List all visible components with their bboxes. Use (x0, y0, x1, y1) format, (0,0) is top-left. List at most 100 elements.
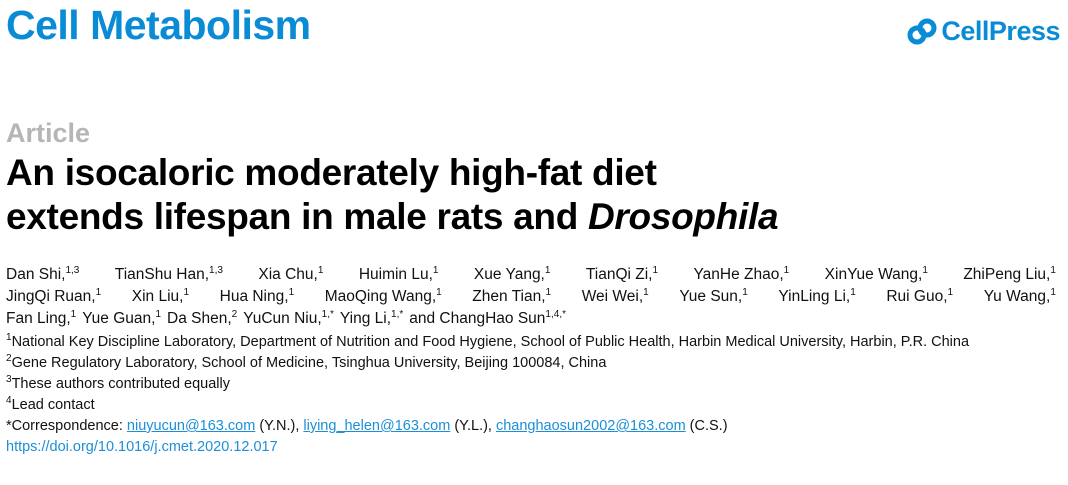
article-type: Article (6, 118, 91, 148)
doi-row: https://doi.org/10.1016/j.cmet.2020.12.0… (6, 437, 1062, 458)
author-name: JingQi Ruan, (6, 288, 96, 305)
author-line: Fan Ling,1 Yue Guan,1 Da Shen,2 YuCun Niu,1… (6, 308, 1056, 330)
author: YanHe Zhao,1 (693, 264, 789, 286)
affiliation: 2Gene Regulatory Laboratory, School of M… (6, 353, 1062, 374)
affiliation-sup: 4 (6, 395, 12, 406)
author-name: TianQi Zi, (585, 266, 653, 283)
author: and ChangHao Sun1,4,* (409, 308, 566, 330)
author: Wei Wei,1 (582, 286, 649, 308)
author-sup: 1 (288, 287, 295, 298)
author-name: YanHe Zhao, (693, 266, 784, 283)
author: Yu Wang,1 (984, 286, 1056, 308)
author: YinLing Li,1 (778, 286, 855, 308)
title-line: extends lifespan in male rats and Drosop… (6, 195, 779, 239)
author: Zhen Tian,1 (472, 286, 551, 308)
author-sup: 1 (317, 265, 324, 276)
doi-link[interactable]: https://doi.org/10.1016/j.cmet.2020.12.0… (6, 439, 278, 455)
author: Xia Chu,1 (258, 264, 323, 286)
author-sup: 1 (436, 287, 442, 298)
affiliation-sup: 1 (6, 332, 12, 343)
author-sup: 1 (70, 309, 77, 320)
author-name: XinYue Wang, (824, 266, 923, 283)
author: Dan Shi,1,3 (6, 264, 79, 286)
author-name: YinLing Li, (778, 288, 851, 305)
author-name: YuCun Niu, (243, 310, 322, 327)
email-initials: (Y.N.), (255, 418, 304, 434)
author: XinYue Wang,1 (825, 264, 928, 286)
author-name: Zhen Tian, (472, 288, 546, 305)
affiliation-text: National Key Discipline Laboratory, Depa… (11, 334, 970, 350)
author-name: Yu Wang, (983, 288, 1051, 305)
author: ZhiPeng Liu,1 (963, 264, 1056, 286)
author-sup: 1,4,* (545, 309, 566, 320)
author-sup: 1 (544, 265, 551, 276)
author: MaoQing Wang,1 (325, 286, 442, 308)
author-name: Xia Chu, (258, 266, 318, 283)
author-sup: 1,3 (65, 265, 80, 276)
author-sup: 1 (783, 265, 790, 276)
publisher-logo: CellPress (907, 16, 1060, 47)
author: Da Shen,2 (167, 308, 237, 330)
author-sup: 1 (95, 287, 102, 298)
author-sup: 1 (545, 287, 552, 298)
affiliation-sup: 3 (6, 374, 12, 385)
author-name: and ChangHao Sun (409, 310, 546, 327)
author-name: Hua Ning, (219, 288, 289, 305)
author-name: Wei Wei, (581, 288, 644, 305)
author: Ying Li,1,* (340, 308, 403, 330)
author: YuCun Niu,1,* (243, 308, 334, 330)
author-line: Dan Shi,1,3 TianShu Han,1,3 Xia Chu,1 Huimi… (6, 264, 1056, 286)
affiliation-text: Gene Regulatory Laboratory, School of Me… (11, 355, 607, 371)
author-name: Da Shen, (167, 310, 232, 327)
author-sup: 1 (850, 287, 856, 298)
author: Hua Ning,1 (220, 286, 295, 308)
affiliation-text: Lead contact (11, 397, 95, 413)
correspondence: *Correspondence: niuyucun@163.com (Y.N.)… (6, 416, 1062, 437)
email-link[interactable]: changhaosun2002@163.com (495, 418, 686, 434)
author-sup: 1 (1050, 265, 1056, 276)
author-name: Xue Yang, (473, 266, 545, 283)
author-name: Fan Ling, (6, 310, 71, 327)
author-sup: 1,3 (209, 265, 223, 276)
author: Huimin Lu,1 (359, 264, 439, 286)
author-sup: 1 (922, 265, 928, 276)
affiliation-sup: 2 (6, 353, 12, 364)
author-sup: 1 (947, 287, 954, 298)
author-name: Huimin Lu, (358, 266, 433, 283)
author-sup: 1 (432, 265, 439, 276)
title-italic: Drosophila (588, 196, 779, 237)
author-sup: 2 (231, 309, 238, 320)
author: JingQi Ruan,1 (6, 286, 101, 308)
author-name: Xin Liu, (131, 288, 184, 305)
publisher-name: CellPress (941, 16, 1060, 46)
author-sup: 1,* (321, 309, 334, 320)
publisher-icon (907, 18, 937, 44)
author: TianQi Zi,1 (586, 264, 658, 286)
author: Xin Liu,1 (132, 286, 189, 308)
author-name: Dan Shi, (6, 266, 66, 283)
author: Yue Guan,1 (82, 308, 161, 330)
author-name: TianShu Han, (114, 266, 210, 283)
affiliation-text: These authors contributed equally (11, 376, 231, 392)
author: Xue Yang,1 (474, 264, 551, 286)
author-sup: 1 (643, 287, 649, 298)
affiliation: 1National Key Discipline Laboratory, Dep… (6, 332, 1062, 353)
correspondence-label: *Correspondence: (6, 418, 127, 434)
author-name: ZhiPeng Liu, (963, 266, 1051, 283)
title-line: An isocaloric moderately high-fat diet (6, 152, 657, 193)
affiliation: 3These authors contributed equally (6, 374, 1062, 395)
author-name: Yue Sun, (679, 288, 743, 305)
author-line: JingQi Ruan,1 Xin Liu,1 Hua Ning,1 MaoQing … (6, 286, 1056, 308)
affiliations: 1National Key Discipline Laboratory, Dep… (6, 332, 1062, 458)
author: Rui Guo,1 (886, 286, 953, 308)
author-name: MaoQing Wang, (324, 288, 437, 305)
email-initials: (C.S.) (685, 418, 728, 434)
author-name: Ying Li, (339, 310, 392, 327)
email-link[interactable]: niuyucun@163.com (126, 418, 256, 434)
email-link[interactable]: liying_helen@163.com (303, 418, 451, 434)
author: TianShu Han,1,3 (115, 264, 223, 286)
author-list: Dan Shi,1,3 TianShu Han,1,3 Xia Chu,1 Huimi… (6, 264, 1056, 330)
author-sup: 1 (742, 287, 748, 298)
author-sup: 1 (183, 287, 190, 298)
